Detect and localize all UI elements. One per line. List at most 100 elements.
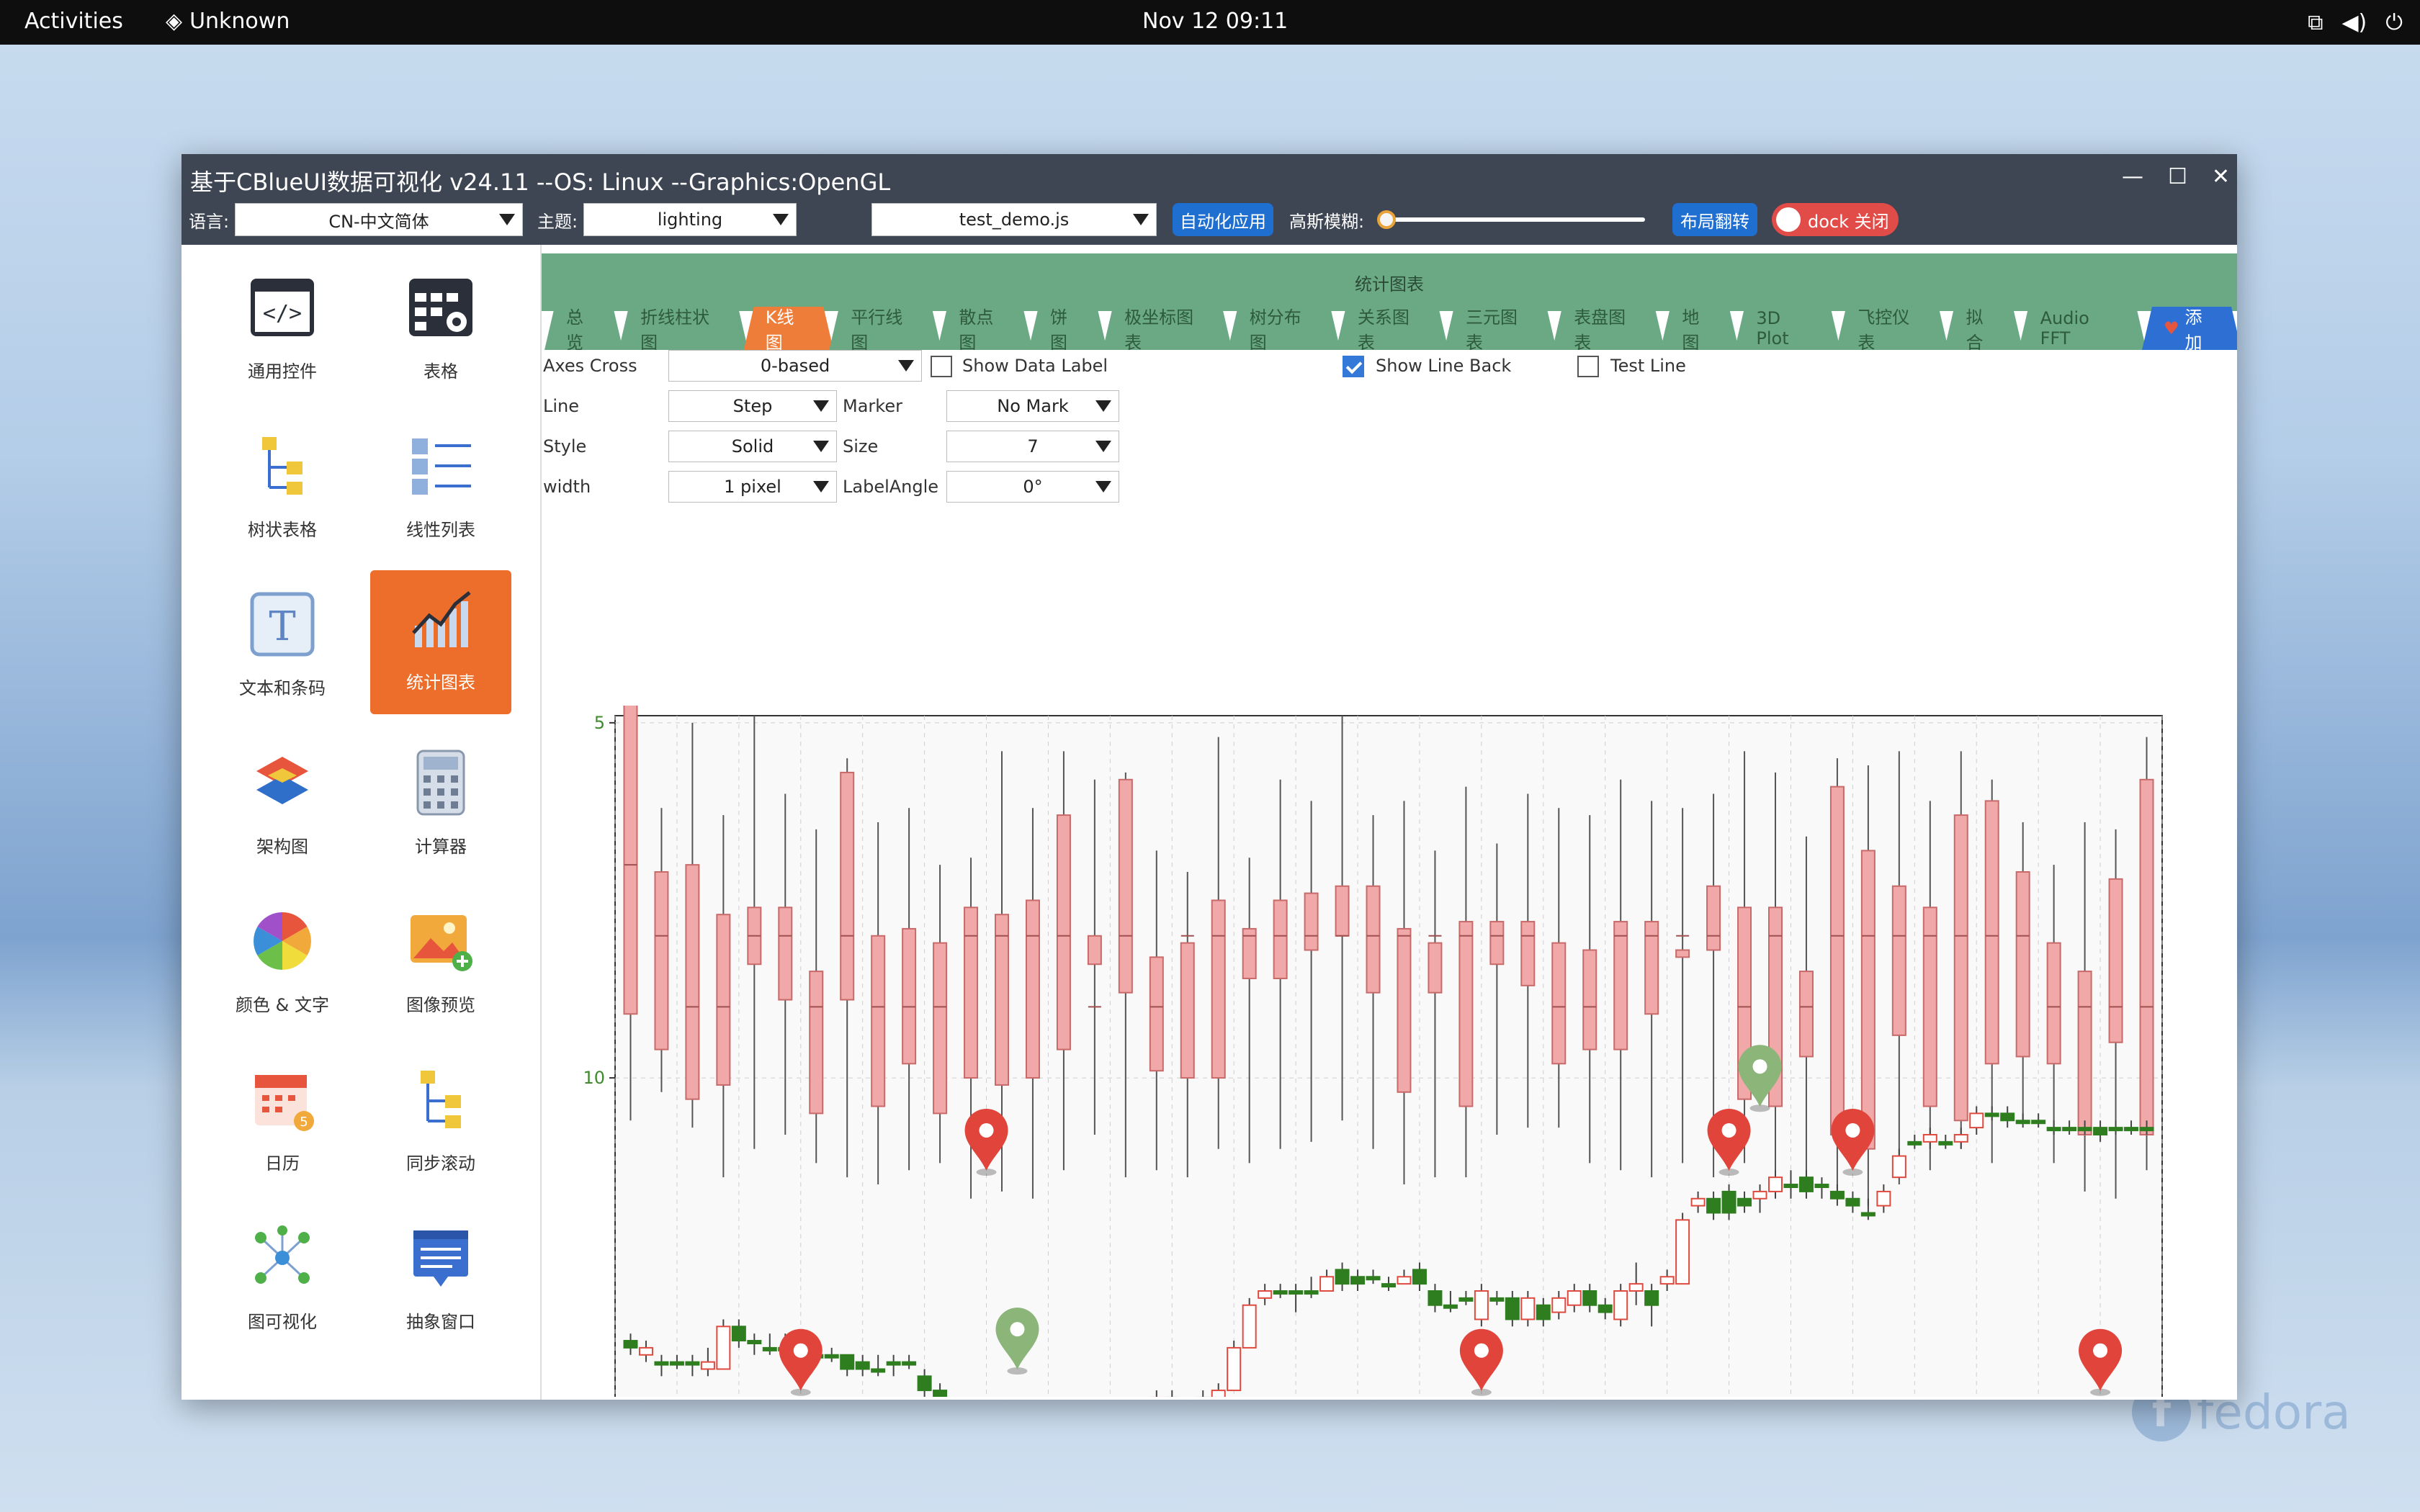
box-body bbox=[1428, 942, 1443, 994]
tab-scatter[interactable]: 散点图 bbox=[937, 307, 1033, 350]
theme-select[interactable]: lighting bbox=[583, 203, 797, 236]
show-data-label-checkbox[interactable] bbox=[931, 356, 952, 377]
minimize-icon[interactable]: — bbox=[2121, 164, 2143, 189]
box-body bbox=[1489, 921, 1505, 966]
line-label: Line bbox=[543, 396, 580, 416]
layout-flip-button[interactable]: 布局翻转 bbox=[1672, 203, 1757, 236]
auto-apply-button[interactable]: 自动化应用 bbox=[1173, 203, 1273, 236]
close-icon[interactable]: ✕ bbox=[2211, 164, 2230, 189]
activities-button[interactable]: Activities bbox=[24, 9, 123, 34]
sidebar-item-color-text[interactable]: 颜色 & 文字 bbox=[212, 893, 353, 1037]
sidebar-item-linear-list[interactable]: 线性列表 bbox=[370, 418, 511, 562]
candle-body bbox=[1304, 1290, 1319, 1295]
map-pin-icon bbox=[779, 1328, 823, 1391]
candle-body bbox=[1706, 1197, 1721, 1214]
test-line-checkbox[interactable] bbox=[1577, 356, 1599, 377]
box-body bbox=[778, 906, 793, 1001]
tab-fitting[interactable]: 拟合 bbox=[1945, 307, 2023, 350]
line-select[interactable]: Step bbox=[668, 390, 837, 422]
sidebar-item-text-barcode[interactable]: T 文本和条码 bbox=[212, 576, 353, 720]
sidebar-item-label: 文本和条码 bbox=[239, 678, 326, 698]
tab-3d-plot[interactable]: 3D Plot bbox=[1734, 307, 1840, 350]
width-select[interactable]: 1 pixel bbox=[668, 471, 837, 503]
network-icon[interactable]: ⧉ bbox=[2308, 10, 2323, 35]
language-select[interactable]: CN-中文简体 bbox=[235, 203, 523, 236]
maximize-icon[interactable]: ☐ bbox=[2167, 164, 2187, 189]
sidebar-item-image-preview[interactable]: 图像预览 bbox=[370, 893, 511, 1037]
axes-cross-select[interactable]: 0-based bbox=[668, 350, 922, 382]
line-value: Step bbox=[732, 396, 773, 416]
axes-cross-label: Axes Cross bbox=[543, 356, 637, 376]
tab-audio-fft[interactable]: Audio FFT bbox=[2019, 307, 2146, 350]
chevron-down-icon bbox=[773, 214, 789, 225]
box-body bbox=[809, 971, 824, 1115]
sidebar-item-label: 通用控件 bbox=[248, 361, 317, 382]
script-select[interactable]: test_demo.js bbox=[871, 203, 1157, 236]
tab-tree-dist[interactable]: 树分布图 bbox=[1228, 307, 1340, 350]
tab-label: 折线柱状图 bbox=[640, 307, 710, 353]
size-value: 7 bbox=[1027, 436, 1039, 456]
pin-shadow bbox=[976, 1168, 997, 1176]
tab-gauge[interactable]: 表盘图表 bbox=[1552, 307, 1664, 350]
layers-icon bbox=[243, 743, 322, 822]
tab-pie[interactable]: 饼图 bbox=[1028, 307, 1107, 350]
app-menu[interactable]: ◈ Unknown bbox=[166, 9, 290, 34]
sidebar-item-general-controls[interactable]: </> 通用控件 bbox=[212, 259, 353, 403]
tab-add[interactable]: ♥ 添加 bbox=[2142, 307, 2237, 350]
pin-shadow bbox=[1749, 1104, 1770, 1112]
candle-body bbox=[2124, 1127, 2139, 1132]
candle-body bbox=[1752, 1190, 1767, 1200]
box-body bbox=[1149, 956, 1164, 1072]
candle-body bbox=[1505, 1297, 1520, 1320]
candle-body bbox=[933, 1390, 948, 1397]
toggle-knob bbox=[1776, 207, 1801, 232]
system-tray[interactable]: ⧉ ◀) ⏻ bbox=[2308, 10, 2403, 35]
tab-polar[interactable]: 极坐标图表 bbox=[1103, 307, 1232, 350]
tab-overview[interactable]: 总览 bbox=[544, 307, 623, 350]
tab-label: 树分布图 bbox=[1249, 307, 1301, 353]
clock[interactable]: Nov 12 09:11 bbox=[1142, 9, 1289, 34]
tab-ternary[interactable]: 三元图表 bbox=[1444, 307, 1556, 350]
chevron-down-icon bbox=[813, 481, 829, 492]
blur-slider[interactable] bbox=[1377, 210, 1645, 229]
candle-body bbox=[2046, 1127, 2061, 1132]
power-icon[interactable]: ⏻ bbox=[2385, 10, 2403, 35]
dock-toggle[interactable]: dock 关闭 bbox=[1772, 203, 1899, 236]
sidebar-item-calendar[interactable]: 5 日历 bbox=[212, 1051, 353, 1195]
tab-relation[interactable]: 关系图表 bbox=[1336, 307, 1448, 350]
marker-label: Marker bbox=[843, 396, 902, 416]
tab-flight-instruments[interactable]: 飞控仪表 bbox=[1836, 307, 1948, 350]
box-body bbox=[1984, 800, 1999, 1065]
sidebar-item-graph-visual[interactable]: 图可视化 bbox=[212, 1210, 353, 1354]
tab-line-bar[interactable]: 折线柱状图 bbox=[619, 307, 748, 350]
tab-parallel[interactable]: 平行线图 bbox=[829, 307, 941, 350]
slider-handle[interactable] bbox=[1377, 210, 1396, 229]
candle-body bbox=[2000, 1112, 2015, 1122]
marker-select[interactable]: No Mark bbox=[946, 390, 1119, 422]
box-body bbox=[1397, 927, 1412, 1093]
sidebar-item-tree-table[interactable]: 树状表格 bbox=[212, 418, 353, 562]
candle-body bbox=[824, 1354, 839, 1359]
sidebar-item-label: 线性列表 bbox=[406, 520, 475, 540]
sidebar-item-label: 树状表格 bbox=[248, 520, 317, 540]
tab-label: 飞控仪表 bbox=[1857, 307, 1910, 353]
sidebar-item-table[interactable]: 表格 bbox=[370, 259, 511, 403]
sidebar-item-abstract-window[interactable]: 抽象窗口 bbox=[370, 1210, 511, 1354]
tab-map[interactable]: 地图 bbox=[1660, 307, 1739, 350]
box-body bbox=[2139, 778, 2154, 1135]
box-body bbox=[1922, 906, 1937, 1107]
kline-chart[interactable]: 0204060801001201401601802002202402602803… bbox=[578, 706, 2220, 1397]
pin-shadow bbox=[1007, 1367, 1028, 1375]
label-angle-select[interactable]: 0° bbox=[946, 471, 1119, 503]
sidebar-item-sync-scroll[interactable]: 同步滚动 bbox=[370, 1051, 511, 1195]
sidebar-item-architecture[interactable]: 架构图 bbox=[212, 734, 353, 878]
style-select[interactable]: Solid bbox=[668, 431, 837, 462]
candle-body bbox=[1984, 1112, 1999, 1117]
volume-icon[interactable]: ◀) bbox=[2341, 10, 2367, 35]
sidebar-item-statistics-chart[interactable]: 统计图表 bbox=[370, 570, 511, 714]
show-line-back-checkbox[interactable] bbox=[1343, 356, 1364, 377]
size-select[interactable]: 7 bbox=[946, 431, 1119, 462]
box-body bbox=[1366, 885, 1381, 994]
tab-kline[interactable]: K线图 bbox=[744, 307, 834, 350]
sidebar-item-calculator[interactable]: 计算器 bbox=[370, 734, 511, 878]
